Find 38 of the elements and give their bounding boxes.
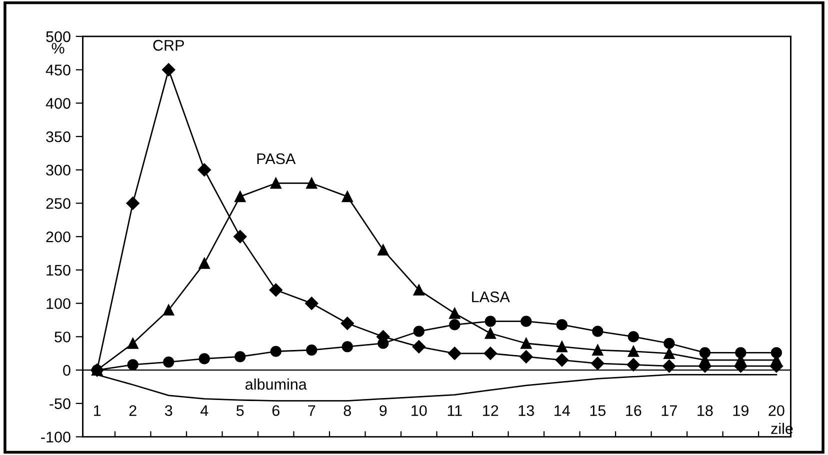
series-label: LASA: [472, 291, 510, 302]
y-tick-label: -50: [50, 398, 70, 410]
x-tick-label: 20: [768, 405, 784, 416]
y-axis-title: %: [52, 42, 64, 54]
x-tick-label: 14: [554, 405, 570, 416]
y-tick-label: 100: [46, 298, 70, 310]
y-tick-label: 350: [46, 131, 70, 142]
x-tick-label: 11: [448, 405, 462, 416]
x-tick-label: 7: [308, 405, 316, 416]
y-tick-label: 250: [46, 198, 70, 209]
x-tick-label: 16: [626, 405, 642, 416]
y-tick-label: -100: [41, 432, 70, 442]
y-tick-label: 450: [46, 64, 70, 76]
x-tick-label: 10: [412, 405, 427, 416]
x-tick-label: 5: [236, 405, 244, 416]
x-tick-label: 8: [344, 405, 351, 416]
y-tick-label: 50: [54, 332, 70, 342]
x-tick-label: 4: [200, 405, 208, 416]
x-tick-label: 17: [662, 405, 677, 416]
y-tick-label: 400: [46, 98, 70, 109]
y-tick-label: 500: [46, 31, 70, 42]
y-tick-label: 200: [46, 231, 70, 242]
series-label: albumina: [246, 378, 307, 390]
x-tick-label: 15: [590, 405, 606, 416]
x-tick-label: 3: [164, 405, 172, 416]
y-tick-label: 0: [63, 364, 70, 376]
x-tick-label: 1: [94, 405, 101, 416]
series-label: PASA: [257, 153, 296, 164]
x-tick-label: 9: [380, 405, 387, 416]
y-tick-label: 300: [46, 164, 70, 176]
x-tick-label: 2: [129, 405, 136, 416]
x-tick-label: 13: [518, 405, 534, 416]
y-tick-label: 150: [46, 264, 70, 276]
series-label: CRP: [153, 40, 184, 51]
x-tick-label: 19: [733, 405, 748, 416]
x-tick-label: 18: [698, 405, 713, 416]
x-tick-label: 12: [483, 405, 498, 416]
x-tick-label: 6: [272, 405, 280, 416]
